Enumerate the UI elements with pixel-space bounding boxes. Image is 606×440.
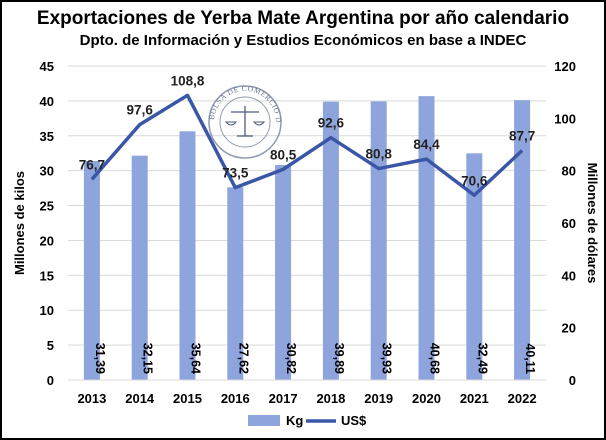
x-tick-label: 2019 <box>364 391 393 406</box>
legend-label-us: US$ <box>341 413 367 428</box>
bar-value-label: 39,89 <box>332 343 346 374</box>
line-value-label: 73,5 <box>222 166 249 181</box>
bar-2016 <box>227 187 244 380</box>
x-tick-label: 2014 <box>125 391 155 406</box>
bar-2019 <box>370 101 387 381</box>
line-value-label: 87,7 <box>509 129 535 144</box>
chart-subtitle: Dpto. de Información y Estudios Económic… <box>79 32 527 49</box>
y2-tick-label: 120 <box>554 59 576 74</box>
x-tick-label: 2022 <box>508 391 537 406</box>
bar-value-label: 32,15 <box>141 343 155 374</box>
y-tick-label: 25 <box>40 199 54 214</box>
y-tick-label: 0 <box>47 373 54 388</box>
y2-axis-title: Millones de dólares <box>585 163 600 284</box>
watermark-seal-inner <box>219 96 271 148</box>
bar-2022 <box>514 100 531 380</box>
bar-2015 <box>179 131 196 380</box>
line-value-label: 70,6 <box>461 173 488 188</box>
y2-tick-label: 0 <box>569 373 576 388</box>
bar-value-label: 40,68 <box>428 343 442 374</box>
y-tick-label: 10 <box>40 303 54 318</box>
x-tick-label: 2015 <box>173 391 202 406</box>
y-tick-label: 20 <box>40 233 54 248</box>
y2-tick-label: 20 <box>562 321 576 336</box>
x-tick-label: 2021 <box>460 391 489 406</box>
legend-swatch-kg <box>248 415 280 426</box>
watermark-scales-pan-right <box>252 121 266 126</box>
bar-2017 <box>275 164 292 380</box>
line-value-label: 84,4 <box>413 137 440 152</box>
x-tick-label: 2020 <box>412 391 441 406</box>
watermark-scales-pan-left <box>224 121 238 126</box>
y-tick-label: 40 <box>40 94 54 109</box>
line-series-us <box>90 93 524 198</box>
line-value-label: 80,8 <box>366 147 393 162</box>
y2-tick-label: 60 <box>562 216 576 231</box>
y-tick-label: 35 <box>40 129 54 144</box>
line-value-label: 80,5 <box>270 147 297 162</box>
y-tick-label: 5 <box>47 338 54 353</box>
line-value-label: 108,8 <box>171 73 205 88</box>
bar-value-label: 40,11 <box>523 343 537 374</box>
y2-tick-label: 80 <box>562 164 576 179</box>
x-tick-label: 2017 <box>269 391 298 406</box>
bar-2018 <box>322 101 339 381</box>
bar-value-label: 39,93 <box>380 343 394 374</box>
bar-2013 <box>83 160 100 380</box>
y-axis-title: Millones de kilos <box>12 171 27 275</box>
x-tick-label: 2016 <box>221 391 250 406</box>
bar-value-label: 35,64 <box>189 343 203 374</box>
line-value-label: 97,6 <box>127 103 154 118</box>
line-value-label: 92,6 <box>318 116 345 131</box>
line-value-label: 76,7 <box>79 157 105 172</box>
y-tick-label: 15 <box>40 268 54 283</box>
x-tick-label: 2018 <box>316 391 345 406</box>
x-tick-label: 2013 <box>77 391 106 406</box>
y-tick-label: 30 <box>40 164 54 179</box>
bar-2014 <box>131 155 148 380</box>
bar-value-label: 30,82 <box>284 343 298 374</box>
bar-value-label: 31,39 <box>93 343 107 374</box>
watermark-seal-outer <box>208 85 282 159</box>
y2-tick-label: 100 <box>554 111 576 126</box>
legend-label-kg: Kg <box>286 413 303 428</box>
chart-title: Exportaciones de Yerba Mate Argentina po… <box>36 8 570 29</box>
bar-2021 <box>466 153 483 380</box>
bar-value-label: 27,62 <box>236 343 250 374</box>
y-tick-label: 45 <box>40 59 54 74</box>
bar-2020 <box>418 96 435 381</box>
y2-tick-label: 40 <box>562 268 576 283</box>
bar-value-label: 32,49 <box>475 343 489 374</box>
